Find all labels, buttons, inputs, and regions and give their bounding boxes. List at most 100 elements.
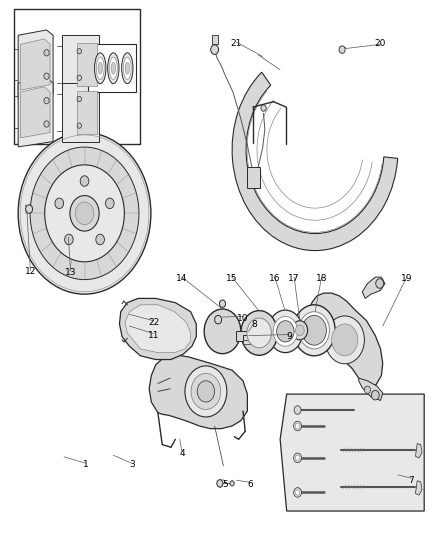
Circle shape: [302, 316, 326, 345]
Text: 19: 19: [401, 273, 413, 282]
Circle shape: [45, 165, 124, 262]
Circle shape: [30, 147, 139, 280]
Circle shape: [77, 75, 81, 80]
Polygon shape: [125, 305, 191, 353]
Circle shape: [70, 196, 99, 231]
Bar: [14, 9, 141, 144]
Circle shape: [185, 366, 227, 417]
Circle shape: [332, 324, 358, 356]
Text: 4: 4: [179, 449, 185, 458]
Polygon shape: [20, 39, 50, 90]
Text: 11: 11: [148, 331, 159, 340]
Text: 17: 17: [288, 273, 300, 282]
Circle shape: [215, 316, 222, 324]
Ellipse shape: [98, 62, 102, 74]
Ellipse shape: [125, 62, 130, 74]
Circle shape: [80, 176, 89, 186]
Circle shape: [273, 317, 297, 346]
Circle shape: [44, 121, 49, 127]
Circle shape: [293, 488, 301, 497]
Circle shape: [96, 234, 104, 245]
Circle shape: [295, 423, 300, 429]
Ellipse shape: [96, 57, 104, 79]
Polygon shape: [305, 293, 383, 387]
Circle shape: [268, 310, 303, 353]
Text: 20: 20: [375, 39, 386, 48]
Bar: [212, 35, 218, 44]
Text: 1: 1: [83, 461, 89, 469]
Text: 21: 21: [231, 39, 242, 48]
Circle shape: [65, 234, 73, 245]
Polygon shape: [237, 332, 249, 341]
Circle shape: [217, 480, 223, 487]
Polygon shape: [359, 378, 383, 400]
Polygon shape: [62, 35, 99, 94]
Polygon shape: [149, 354, 247, 429]
Text: 12: 12: [25, 268, 36, 276]
Ellipse shape: [110, 57, 117, 79]
Circle shape: [292, 321, 307, 340]
Text: 13: 13: [65, 269, 76, 277]
Circle shape: [371, 390, 379, 400]
Circle shape: [247, 318, 272, 348]
Circle shape: [77, 96, 81, 102]
Polygon shape: [77, 43, 97, 86]
Circle shape: [277, 321, 294, 342]
Circle shape: [77, 49, 81, 54]
Polygon shape: [18, 30, 53, 99]
Polygon shape: [20, 87, 50, 138]
Circle shape: [191, 373, 221, 409]
Circle shape: [44, 50, 49, 56]
Circle shape: [299, 312, 329, 349]
Polygon shape: [120, 298, 196, 360]
Polygon shape: [18, 78, 53, 147]
Circle shape: [293, 453, 301, 463]
Circle shape: [55, 198, 64, 208]
Circle shape: [44, 98, 49, 104]
Circle shape: [261, 105, 266, 111]
Circle shape: [75, 202, 94, 224]
Circle shape: [293, 305, 335, 356]
Text: 14: 14: [176, 273, 187, 282]
Wedge shape: [232, 72, 398, 251]
Polygon shape: [77, 91, 97, 134]
Text: 8: 8: [251, 320, 257, 329]
Polygon shape: [62, 83, 99, 142]
Ellipse shape: [108, 53, 119, 84]
Circle shape: [325, 316, 364, 364]
Circle shape: [295, 455, 300, 461]
Text: 6: 6: [247, 480, 253, 489]
Circle shape: [25, 205, 32, 213]
Circle shape: [295, 325, 304, 336]
Circle shape: [197, 381, 215, 402]
Bar: [243, 340, 251, 344]
Circle shape: [230, 481, 234, 486]
Ellipse shape: [122, 53, 133, 84]
Bar: [88, 44, 136, 92]
Bar: [247, 166, 261, 188]
Circle shape: [295, 490, 300, 495]
Circle shape: [77, 123, 81, 128]
Circle shape: [293, 421, 301, 431]
Text: 15: 15: [226, 273, 238, 282]
Circle shape: [44, 73, 49, 79]
Circle shape: [211, 45, 219, 54]
Circle shape: [18, 133, 151, 294]
Text: 22: 22: [148, 318, 159, 327]
Ellipse shape: [95, 53, 106, 84]
Ellipse shape: [111, 62, 116, 74]
Circle shape: [339, 46, 345, 53]
Text: 9: 9: [286, 332, 292, 341]
Circle shape: [204, 309, 241, 354]
Circle shape: [364, 386, 371, 393]
Text: 18: 18: [316, 273, 327, 282]
Circle shape: [219, 300, 226, 308]
Text: 5: 5: [223, 480, 229, 489]
Circle shape: [294, 406, 301, 414]
Polygon shape: [416, 443, 422, 458]
Circle shape: [376, 279, 384, 288]
Circle shape: [241, 311, 278, 356]
Text: 3: 3: [129, 461, 134, 469]
Circle shape: [106, 198, 114, 208]
Text: 16: 16: [269, 273, 281, 282]
